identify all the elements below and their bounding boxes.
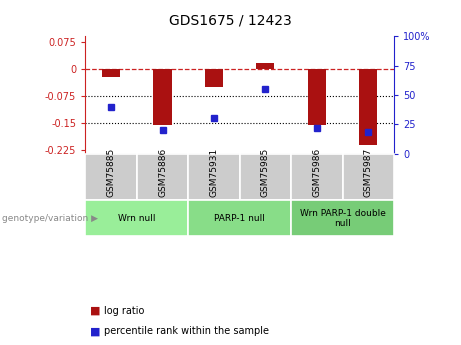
Text: ■: ■ xyxy=(90,306,100,315)
Text: GSM75985: GSM75985 xyxy=(261,148,270,197)
Text: GSM75986: GSM75986 xyxy=(313,148,321,197)
Text: GSM75886: GSM75886 xyxy=(158,148,167,197)
Text: GDS1675 / 12423: GDS1675 / 12423 xyxy=(169,14,292,28)
Text: log ratio: log ratio xyxy=(104,306,144,315)
Text: PARP-1 null: PARP-1 null xyxy=(214,214,265,223)
Bar xyxy=(256,63,274,69)
Bar xyxy=(102,69,120,77)
Bar xyxy=(308,69,326,125)
Text: GSM75987: GSM75987 xyxy=(364,148,373,197)
Text: percentile rank within the sample: percentile rank within the sample xyxy=(104,326,269,336)
Text: GSM75931: GSM75931 xyxy=(209,148,219,197)
Text: GSM75885: GSM75885 xyxy=(106,148,116,197)
Text: Wrn null: Wrn null xyxy=(118,214,155,223)
Bar xyxy=(360,69,378,145)
Text: genotype/variation ▶: genotype/variation ▶ xyxy=(2,214,98,223)
Text: ■: ■ xyxy=(90,326,100,336)
Bar xyxy=(205,69,223,87)
Text: Wrn PARP-1 double
null: Wrn PARP-1 double null xyxy=(300,208,385,228)
Bar xyxy=(154,69,171,125)
